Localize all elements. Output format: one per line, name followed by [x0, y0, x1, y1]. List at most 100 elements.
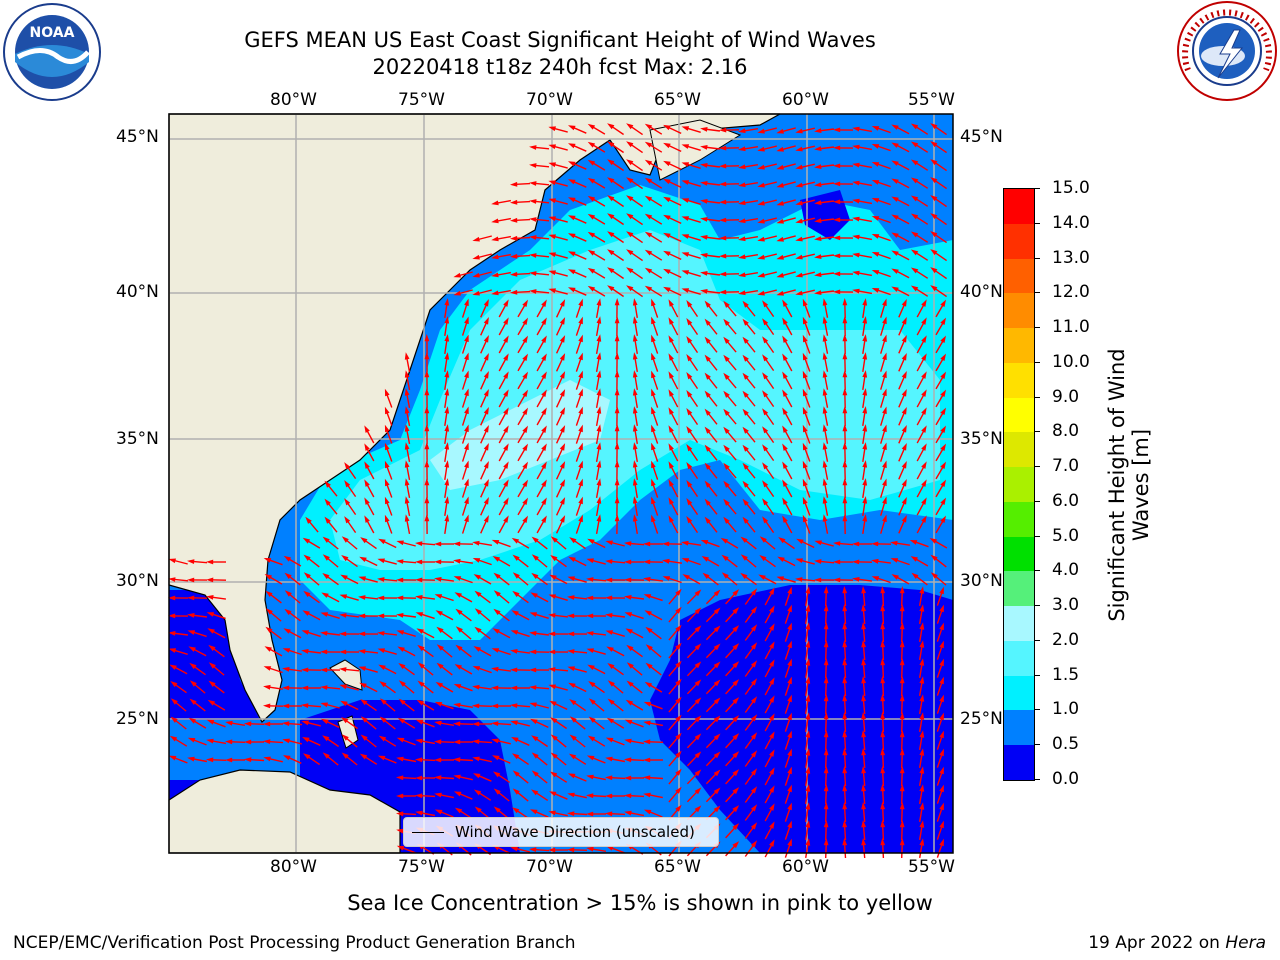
wave-direction-arrowhead	[882, 442, 887, 451]
wave-direction-arrowhead	[882, 460, 887, 469]
wave-direction-arrowhead	[742, 354, 749, 362]
wave-direction-arrowhead	[434, 559, 442, 565]
wave-direction-arrowhead	[882, 316, 887, 325]
wave-direction-arrowhead	[643, 720, 651, 726]
wave-direction-arrowhead	[762, 462, 769, 470]
wave-direction-arrowhead	[614, 316, 620, 324]
wave-direction-arrowhead	[483, 407, 489, 415]
wave-direction-arrowhead	[358, 576, 366, 581]
wave-direction-arrowhead	[694, 733, 702, 741]
wave-direction-arrowhead	[567, 631, 575, 637]
wave-direction-arrowhead	[742, 426, 749, 434]
lon-tick-bottom: 80°W	[270, 857, 317, 877]
wave-direction-arrowhead	[492, 556, 501, 562]
colorbar-segment	[1004, 501, 1034, 537]
wave-direction-arrowhead	[787, 622, 792, 631]
wave-direction-arrowhead	[596, 442, 602, 450]
wave-direction-arrowhead	[910, 141, 919, 148]
colorbar-tick-label: 4.0	[1052, 560, 1080, 581]
lat-tick-left: 25°N	[116, 709, 159, 729]
wave-direction-arrowhead	[919, 730, 925, 738]
wave-direction-arrowhead	[605, 737, 614, 743]
wave-direction-arrowhead	[404, 370, 410, 378]
colorbar-tick-label: 11.0	[1052, 317, 1090, 338]
wave-direction-arrowhead	[921, 371, 927, 379]
wave-direction-arrowhead	[607, 159, 615, 166]
wave-direction-arrowhead	[776, 272, 784, 278]
colorbar	[1003, 188, 1035, 781]
wave-direction-arrowhead	[398, 663, 406, 670]
wave-direction-arrowhead	[364, 425, 370, 433]
wave-direction-arrowhead	[596, 298, 602, 306]
wave-direction-arrowhead	[596, 424, 602, 432]
wave-direction-arrowhead	[568, 682, 576, 688]
wave-direction-arrowhead	[625, 699, 634, 706]
wave-direction-arrowhead	[396, 630, 405, 635]
wave-direction-arrowhead	[417, 680, 425, 687]
wave-direction-arrowhead	[377, 631, 385, 636]
wave-direction-arrowhead	[168, 648, 177, 653]
wave-direction-arrowhead	[899, 730, 905, 738]
wave-direction-arrowhead	[322, 573, 330, 580]
wave-direction-arrowhead	[921, 353, 927, 361]
wave-direction-arrowhead	[302, 737, 310, 743]
wave-direction-arrowhead	[822, 496, 828, 504]
wave-direction-arrowhead	[833, 541, 841, 546]
wave-direction-arrowhead	[643, 594, 652, 599]
wave-direction-arrowhead	[940, 389, 946, 397]
wave-direction-arrowhead	[206, 757, 214, 763]
wave-direction-arrowhead	[668, 407, 674, 415]
wave-direction-arrowhead	[762, 390, 769, 398]
wave-direction-arrowhead	[415, 757, 423, 763]
wave-direction-arrowhead	[529, 181, 537, 186]
wave-direction-arrowhead	[587, 231, 596, 238]
wave-direction-arrowhead	[415, 541, 423, 546]
wave-direction-arrowhead	[910, 231, 919, 238]
wave-direction-arrowhead	[782, 299, 788, 307]
wave-direction-arrowhead	[587, 285, 596, 292]
wave-direction-arrowhead	[919, 604, 925, 612]
wave-direction-arrowhead	[762, 300, 769, 308]
wave-direction-arrowhead	[578, 460, 583, 469]
wave-direction-arrowhead	[651, 352, 656, 361]
wave-direction-arrowhead	[404, 460, 410, 468]
wave-direction-arrowhead	[464, 406, 469, 415]
wave-direction-arrowhead	[384, 388, 390, 397]
wave-direction-arrowhead	[569, 537, 577, 544]
wave-direction-arrowhead	[814, 236, 822, 241]
wave-direction-arrowhead	[723, 516, 730, 524]
wave-direction-arrowhead	[732, 823, 740, 831]
wave-direction-arrowhead	[187, 613, 195, 618]
wave-direction-arrowhead	[814, 164, 822, 169]
wave-direction-arrowhead	[663, 178, 671, 185]
wave-direction-arrowhead	[559, 515, 566, 523]
colorbar-tick-mark	[1034, 639, 1040, 641]
wave-direction-arrowhead	[322, 536, 330, 543]
wave-direction-arrowhead	[713, 769, 721, 777]
wave-direction-arrowhead	[596, 478, 602, 486]
wave-direction-arrowhead	[531, 554, 539, 561]
wave-direction-arrowhead	[940, 299, 946, 307]
wave-direction-arrowhead	[939, 676, 944, 685]
wave-direction-arrowhead	[833, 559, 841, 565]
wave-direction-arrowhead	[643, 739, 651, 745]
wave-direction-arrowhead	[424, 442, 430, 450]
wave-direction-arrowhead	[529, 649, 537, 655]
wave-direction-arrowhead	[301, 667, 309, 673]
wave-direction-arrowhead	[384, 424, 390, 433]
wave-direction-arrowhead	[742, 300, 749, 308]
colorbar-tick-label: 2.0	[1052, 629, 1080, 650]
wave-direction-arrowhead	[464, 370, 469, 379]
wave-direction-arrowhead	[842, 694, 848, 702]
wave-direction-arrowhead	[842, 748, 848, 756]
wave-direction-arrowhead	[529, 631, 537, 636]
wave-direction-arrowhead	[651, 514, 656, 523]
wave-direction-arrowhead	[169, 735, 178, 742]
lon-tick-bottom: 70°W	[526, 857, 573, 877]
wave-direction-arrowhead	[225, 757, 233, 763]
wave-direction-arrowhead	[704, 372, 711, 380]
run-date: 19 Apr 2022 on Hera	[1088, 933, 1266, 953]
wave-direction-arrowhead	[435, 610, 443, 616]
wave-direction-arrowhead	[668, 317, 674, 325]
wave-direction-arrowhead	[464, 442, 469, 451]
